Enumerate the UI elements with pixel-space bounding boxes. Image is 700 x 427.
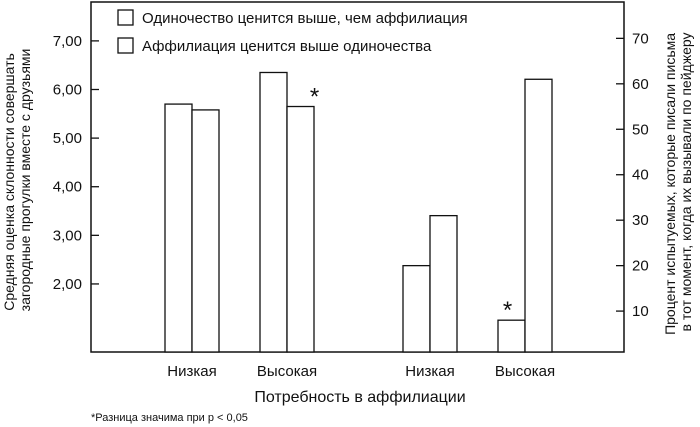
left-tick-label: 2,00 [53,276,82,293]
right-axis: 10 20 30 40 50 60 70 [616,30,649,320]
bar-2-1-series-1 [402,264,431,353]
y-axis-label-right: Процент испытуемых, которые писали письм… [662,29,694,335]
legend: Одиночество ценится выше, чем аффилиация… [117,9,468,55]
right-tick-label: 10 [632,303,649,320]
legend-swatch-1 [117,9,134,26]
plot-frame [90,1,625,353]
left-tick-label: 6,00 [53,82,82,99]
footnote: *Разница значима при p < 0,05 [91,412,248,424]
footnote-text: *Разница значима при p < 0,05 [91,412,248,424]
bar-2-2-series-2 [524,78,553,353]
significance-marker: * [310,84,319,111]
left-axis: 2,00 3,00 4,00 5,00 6,00 7,00 [53,33,99,293]
category-label: Низкая [405,363,454,380]
left-tick-label: 3,00 [53,227,82,244]
bar-2-2-series-1 [497,319,526,353]
right-tick-label: 40 [632,167,649,184]
right-tick-label: 70 [632,30,649,47]
legend-label-2: Аффилиация ценится выше одиночества [142,38,432,55]
left-tick-label: 7,00 [53,33,82,50]
bar-1-2-series-2 [286,105,315,353]
legend-swatch-2 [117,37,134,54]
legend-label-1: Одиночество ценится выше, чем аффилиация [142,10,468,27]
bar-1-2-series-1 [259,71,288,353]
y-axis-label-left-line-1: Средняя оценка склонности совершать [1,53,17,311]
y-axis-label-right-line-1: Процент испытуемых, которые писали письм… [662,33,678,335]
y-axis-label-left-line-2: загородные прогулки вместе с друзьями [17,49,33,312]
x-axis-label: Потребность в аффилиации [254,389,465,406]
category-labels: Низкая Высокая Низкая Высокая [167,363,555,380]
y-axis-label-left: Средняя оценка склонности совершать заго… [1,49,33,312]
left-tick-label: 5,00 [53,130,82,147]
category-label: Высокая [257,363,317,380]
right-tick-label: 60 [632,76,649,93]
y-axis-label-right-line-2: в тот момент, когда их вызывали по пейдж… [678,33,694,332]
bar-1-1-series-2 [191,109,220,353]
bar-2-1-series-2 [429,214,458,353]
right-tick-label: 30 [632,212,649,229]
category-label: Низкая [167,363,216,380]
category-label: Высокая [495,363,555,380]
significance-markers: ** [310,84,512,325]
right-tick-label: 50 [632,121,649,138]
bar-1-1-series-1 [164,103,193,353]
significance-marker: * [503,297,512,324]
right-tick-label: 20 [632,258,649,275]
bars [164,71,553,353]
left-tick-label: 4,00 [53,179,82,196]
